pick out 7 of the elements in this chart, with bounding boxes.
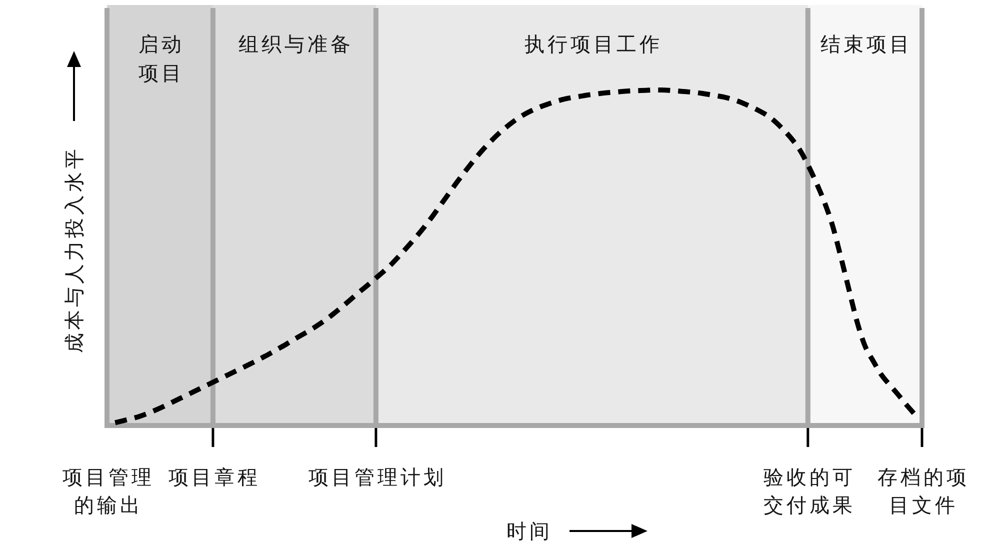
x-tick-label: 项目管理的输出 [62,467,154,517]
x-tick-label: 项目管理计划 [308,467,446,489]
x-tick-label: 存档的项目文件 [878,467,970,517]
x-tick-label: 验收的可交付成果 [763,467,856,517]
x-tick-label: 项目章程 [168,467,260,489]
ylabel: 成本与人力投入水平 [64,146,86,353]
xlabel: 时间 [506,521,552,543]
